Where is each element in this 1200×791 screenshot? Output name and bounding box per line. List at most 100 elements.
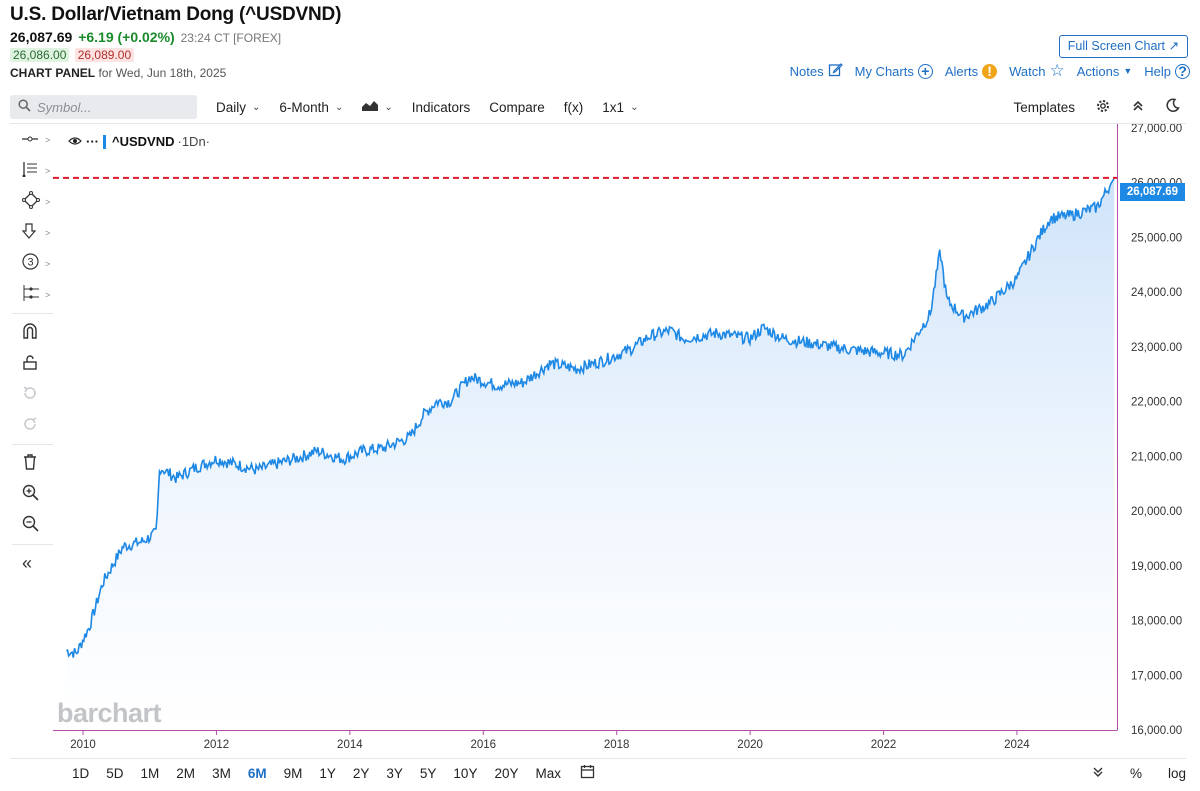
more-dots-icon[interactable]: ··· <box>86 134 99 149</box>
price-change: +6.19 (+0.02%) <box>78 29 175 45</box>
price-line <box>65 177 1116 658</box>
range-button-20y[interactable]: 20Y <box>494 765 519 781</box>
toolbar-separator <box>12 313 53 314</box>
log-toggle[interactable]: log <box>1167 765 1186 781</box>
symbol-search-input[interactable]: Symbol... <box>10 95 197 119</box>
x-axis[interactable]: 2010 2012 2014 2016 2018 2020 2022 2024 <box>70 730 1030 751</box>
line-tool-icon <box>22 131 38 148</box>
fib-tool-button[interactable]: > <box>10 155 53 186</box>
plus-circle-icon: + <box>917 63 933 79</box>
x-tick-label: 2022 <box>871 739 897 751</box>
range-button-2m[interactable]: 2M <box>176 765 196 781</box>
chart-toolbar: Symbol... Daily ⌄ 6-Month ⌄ ⌄ Indicators C… <box>10 91 1186 123</box>
percent-toggle[interactable]: % <box>1129 765 1142 781</box>
calendar-icon[interactable] <box>580 764 595 782</box>
collapse-toolbar-button[interactable]: « <box>10 548 53 579</box>
indicators-button[interactable]: Indicators <box>412 100 471 115</box>
dark-mode-moon-icon[interactable] <box>1165 98 1180 116</box>
range-button-1m[interactable]: 1M <box>140 765 160 781</box>
bottom-divider <box>10 758 1186 759</box>
price-line-series <box>65 177 1116 658</box>
settings-gear-icon[interactable] <box>1095 98 1111 117</box>
collapse-up-icon[interactable] <box>1131 99 1145 116</box>
range-button-max[interactable]: Max <box>535 765 561 781</box>
interval-select[interactable]: Daily ⌄ <box>216 100 260 115</box>
zoom-in-button[interactable] <box>10 479 53 510</box>
measure-icon <box>22 284 40 305</box>
last-price: 26,087.69 <box>10 29 73 45</box>
zoom-in-icon <box>22 484 39 505</box>
notes-link[interactable]: Notes <box>790 62 843 80</box>
price-chart[interactable]: 27,000.0026,000.0025,000.0024,000.0023,0… <box>0 124 1200 758</box>
arrow-tool-button[interactable]: > <box>10 217 53 248</box>
range-button-5d[interactable]: 5D <box>106 765 124 781</box>
period-label: 6-Month <box>279 99 329 115</box>
range-button-10y[interactable]: 10Y <box>453 765 478 781</box>
shape-tool-button[interactable]: > <box>10 186 53 217</box>
x-tick-label: 2012 <box>204 739 230 751</box>
barchart-watermark: barchart <box>57 698 162 728</box>
range-button-5y[interactable]: 5Y <box>419 765 437 781</box>
delete-button[interactable] <box>10 448 53 479</box>
trash-icon <box>22 453 38 474</box>
actions-menu[interactable]: Actions ▼ <box>1077 64 1133 79</box>
last-price-tag: 26,087.69 <box>1120 183 1185 201</box>
y-tick-label: 27,000.00 <box>1131 124 1182 135</box>
undo-button[interactable] <box>10 379 53 410</box>
chart-type-select[interactable]: ⌄ <box>362 100 393 115</box>
chevron-down-icon: ⌄ <box>252 101 261 113</box>
notes-label: Notes <box>789 63 824 79</box>
line-tool-button[interactable]: > <box>10 124 53 155</box>
price-area <box>66 177 1115 730</box>
help-link[interactable]: Help ? <box>1144 63 1190 79</box>
chart-panel-title: CHART PANEL <box>10 66 96 80</box>
my-charts-label: My Charts <box>854 63 914 79</box>
layout-select[interactable]: 1x1 ⌄ <box>602 100 638 115</box>
period-select[interactable]: 6-Month ⌄ <box>279 100 343 115</box>
chevron-right-icon: > <box>45 134 51 145</box>
range-button-9m[interactable]: 9M <box>283 765 303 781</box>
chevron-right-icon: > <box>45 258 51 269</box>
lock-button[interactable] <box>10 348 53 379</box>
measure-tool-button[interactable]: > <box>10 279 53 310</box>
x-tick-label: 2014 <box>337 739 363 751</box>
full-screen-label: Full Screen Chart <box>1067 39 1166 53</box>
compare-button[interactable]: Compare <box>489 100 545 115</box>
magnet-button[interactable] <box>10 317 53 348</box>
range-button-6m[interactable]: 6M <box>247 765 267 781</box>
range-button-1d[interactable]: 1D <box>72 765 90 781</box>
range-button-3y[interactable]: 3Y <box>386 765 403 781</box>
y-tick-label: 21,000.00 <box>1131 451 1182 463</box>
toolbar-right: Templates <box>993 91 1180 123</box>
double-chevron-down-icon[interactable] <box>1092 766 1104 781</box>
my-charts-link[interactable]: My Charts + <box>854 63 933 79</box>
expand-icon: ↗ <box>1168 39 1179 53</box>
range-button-1y[interactable]: 1Y <box>319 765 336 781</box>
bid-ask: 26,086.00 26,089.00 <box>10 48 341 62</box>
count-tool-button[interactable]: 3 > <box>10 248 53 279</box>
watch-link[interactable]: Watch ☆ <box>1009 62 1065 79</box>
range-buttons: 1D 5D 1M 2M 3M 6M 9M 1Y 2Y 3Y 5Y 10Y 20Y Max <box>10 766 578 781</box>
redo-button[interactable] <box>10 410 53 441</box>
full-screen-chart-button[interactable]: Full Screen Chart ↗ <box>1058 35 1188 58</box>
series-color-swatch <box>103 134 106 149</box>
function-label: f(x) <box>563 99 584 115</box>
zoom-out-button[interactable] <box>10 510 53 541</box>
eye-icon[interactable] <box>68 135 82 149</box>
y-tick-label: 16,000.00 <box>1131 725 1182 737</box>
edit-icon <box>828 62 843 80</box>
x-tick-label: 2020 <box>737 739 763 751</box>
range-button-3m[interactable]: 3M <box>212 765 231 781</box>
watch-label: Watch <box>1009 63 1046 79</box>
range-button-2y[interactable]: 2Y <box>352 765 370 781</box>
toolbar-separator <box>12 544 53 545</box>
redo-icon <box>22 416 38 436</box>
y-axis[interactable]: 27,000.0026,000.0025,000.0024,000.0023,0… <box>1131 124 1182 737</box>
templates-button[interactable]: Templates <box>1013 99 1075 115</box>
legend-symbol: ^USDVND <box>112 134 175 149</box>
toolbar-divider <box>10 123 1186 124</box>
function-button[interactable]: f(x) <box>564 100 584 115</box>
alerts-link[interactable]: Alerts ! <box>945 63 998 79</box>
toolbar-separator <box>12 444 53 445</box>
chevron-down-icon: ⌄ <box>630 101 639 113</box>
